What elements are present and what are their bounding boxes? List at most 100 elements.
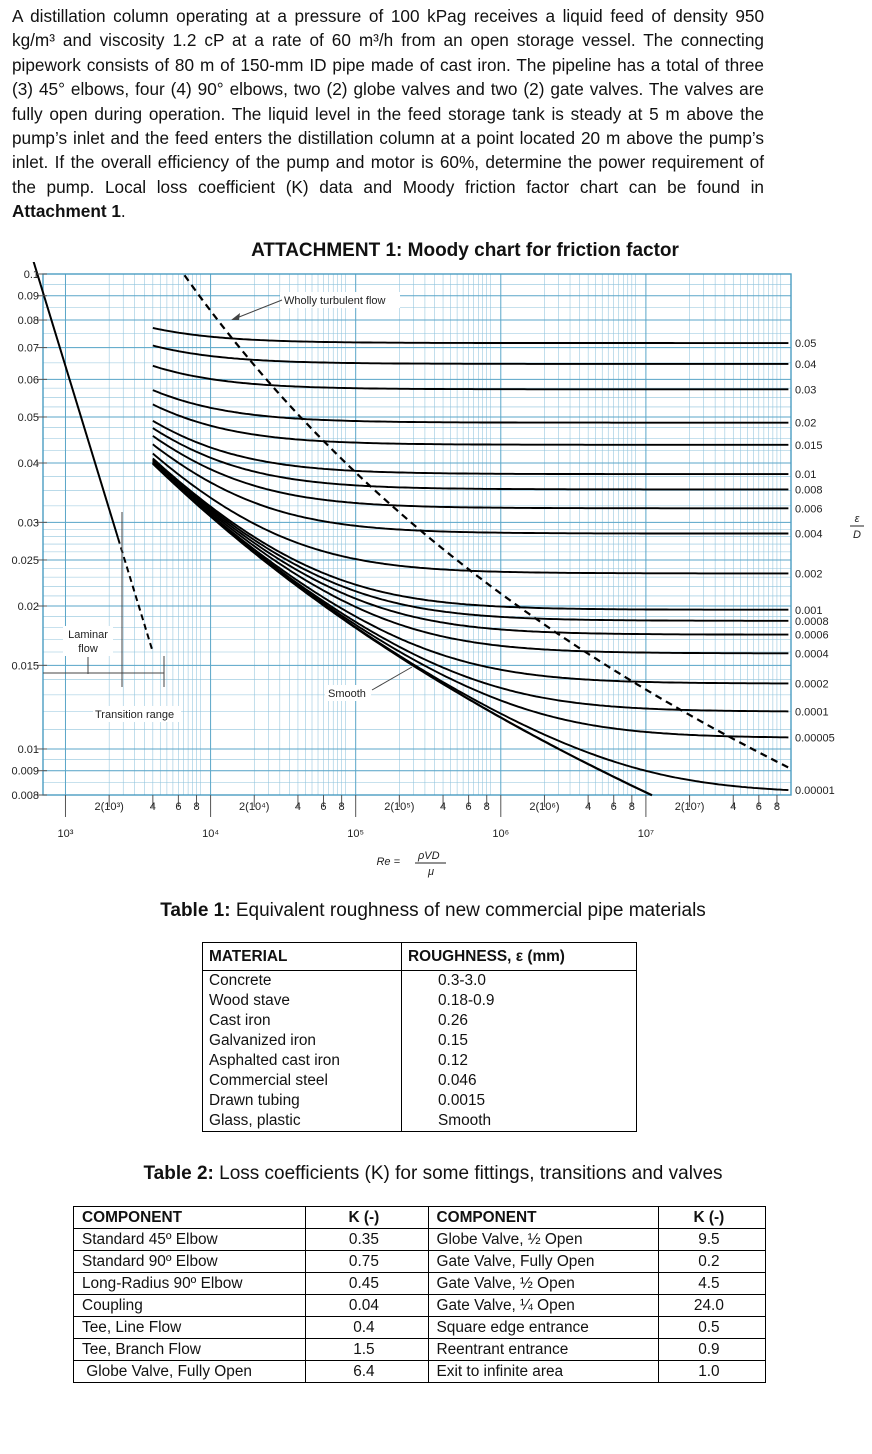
annotation-arrow [231,313,240,320]
relative-roughness-label: 0.001 [795,605,823,617]
y-tick-label: 0.07 [18,343,39,355]
component-cell: Gate Valve, ¼ Open [427,1294,659,1317]
k-header: K (-) [657,1206,767,1229]
x-minor-tick-label: 4 [440,801,446,813]
roughness-curve [152,326,789,345]
x-minor-tick-label: 8 [484,801,490,813]
chart-grid [42,273,792,796]
x-major-tick-label: 10⁵ [347,828,364,840]
k-value-cell: 0.2 [657,1250,767,1273]
y-tick-label: 0.05 [18,412,39,424]
material-cell: Concrete [202,970,402,991]
roughness-cell: 0.26 [400,1011,638,1031]
component-cell: Tee, Branch Flow [72,1338,307,1361]
k-value-cell: 0.04 [305,1294,429,1317]
material-cell: Drawn tubing [202,1091,402,1111]
relative-roughness-label: 0.006 [795,503,823,515]
table-row: Long-Radius 90º Elbow 0.45 Gate Valve, ½ O… [72,1272,767,1295]
relative-roughness-label: 0.02 [795,418,816,430]
roughness-curve [152,389,789,424]
problem-text: A distillation column operating at a pre… [12,6,764,197]
roughness-cell: 0.15 [400,1031,638,1051]
y-tick-label: 0.025 [11,555,39,567]
roughness-curve [152,427,789,491]
y-tick-label: 0.09 [18,291,39,303]
table-row: Asphalted cast iron 0.12 [202,1051,638,1071]
roughness-curve [152,435,789,510]
y-tick-label: 0.01 [18,744,39,756]
y-tick-label: 0.04 [18,458,39,470]
chart-overlay: Wholly turbulent flow Laminar flow Transiti… [43,292,413,722]
component-cell: Square edge entrance [427,1316,659,1339]
k-header: K (-) [305,1206,429,1229]
component-header: COMPONENT [427,1206,659,1229]
material-cell: Asphalted cast iron [202,1051,402,1071]
label-backdrop [93,706,181,722]
x-major-tick-label: 10⁷ [638,828,654,840]
relative-roughness-label: 0.0006 [795,630,829,642]
k-value-cell: 0.75 [305,1250,429,1273]
k-value-cell: 0.35 [305,1228,429,1251]
x-axis-label-denominator: μ [427,866,434,878]
roughness-curve [152,403,789,446]
component-cell: Coupling [72,1294,307,1317]
attachment-reference: Attachment 1 [12,201,121,222]
relative-roughness-label: 0.05 [795,338,816,350]
x-minor-tick-label: 2(10⁶) [529,801,559,813]
material-cell: Cast iron [202,1011,402,1031]
roughness-curve [152,461,789,685]
roughness-curve [152,459,789,636]
x-minor-tick-label: 8 [629,801,635,813]
k-value-cell: 0.5 [657,1316,767,1339]
x-major-tick-label: 10⁶ [492,828,509,840]
x-minor-tick-label: 2(10⁵) [384,801,414,813]
problem-end: . [120,201,126,222]
relative-roughness-label: 0.002 [795,568,823,580]
roughness-cell: 0.0015 [400,1091,638,1111]
label-backdrop [280,292,400,308]
x-minor-tick-label: 6 [611,801,617,813]
wholly-turbulent-boundary [183,274,792,770]
k-value-cell: 4.5 [657,1272,767,1295]
x-minor-tick-label: 6 [175,801,181,813]
component-cell: Exit to infinite area [427,1360,659,1383]
material-header: MATERIAL [202,942,402,971]
k-value-cell: 0.4 [305,1316,429,1339]
component-cell: Standard 45º Elbow [72,1228,307,1251]
table1-caption: Table 1: Equivalent roughness of new com… [160,900,706,921]
y-tick-label: 0.015 [11,660,39,672]
k-value-cell: 24.0 [657,1294,767,1317]
table-row: Standard 90º Elbow 0.75 Gate Valve, Fully … [72,1250,767,1273]
component-cell: Long-Radius 90º Elbow [72,1272,307,1295]
laminar-line [32,262,119,539]
y-tick-label: 0.008 [11,790,39,802]
y-tick-label: 0.1 [24,269,39,281]
roughness-cell: 0.18-0.9 [400,991,638,1011]
relative-roughness-label: 0.008 [795,484,823,496]
component-cell: Reentrant entrance [427,1338,659,1361]
smooth-pipe-curve [152,462,653,797]
moody-chart: Wholly turbulent flow Laminar flow Transiti… [11,262,864,878]
label-backdrop [325,685,371,701]
k-value-cell: 1.5 [305,1338,429,1361]
loss-coefficient-table: COMPONENT K (-) COMPONENT K (-) Standard… [72,1206,767,1383]
table-row: Drawn tubing 0.0015 [202,1091,638,1111]
relative-roughness-label: 0.0004 [795,648,829,660]
y-tick-label: 0.08 [18,315,39,327]
roughness-cell: Smooth [400,1111,638,1132]
relative-roughness-label: 0.00005 [795,732,835,744]
table-row: Glass, plastic Smooth [202,1111,638,1132]
table2-caption: Table 2: Loss coefficients (K) for some … [143,1163,723,1184]
k-value-cell: 1.0 [657,1360,767,1383]
k-value-cell: 6.4 [305,1360,429,1383]
component-cell: Tee, Line Flow [72,1316,307,1339]
label-backdrop [63,626,113,656]
roughness-cell: 0.12 [400,1051,638,1071]
transition-range-label: Transition range [95,709,174,721]
x-minor-tick-label: 2(10⁴) [239,801,269,813]
relative-roughness-label: 0.01 [795,469,816,481]
table-row: Coupling 0.04 Gate Valve, ¼ Open 24.0 [72,1294,767,1317]
roughness-curve [152,344,789,365]
relative-roughness-label: 0.0002 [795,678,829,690]
relative-roughness-label: 0.00001 [795,785,835,797]
